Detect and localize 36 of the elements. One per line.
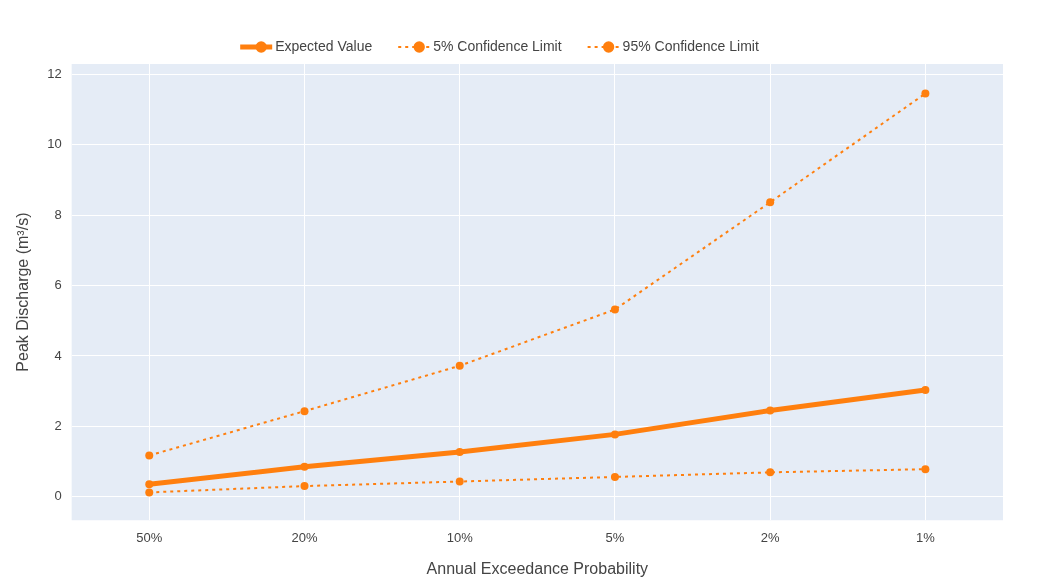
x-tick-label: 2% bbox=[760, 529, 780, 545]
y-tick-label: 4 bbox=[54, 347, 62, 363]
legend-label: 95% Confidence Limit bbox=[622, 37, 759, 54]
point bbox=[300, 482, 309, 491]
x-tick-label: 1% bbox=[915, 529, 936, 545]
x-tick-label: 20% bbox=[291, 529, 318, 545]
y-axis-title: Peak Discharge (m³/s) bbox=[14, 212, 32, 372]
x-tick-label: 10% bbox=[446, 529, 474, 545]
point bbox=[766, 468, 775, 477]
y-tick-label: 12 bbox=[47, 66, 62, 82]
point bbox=[145, 488, 154, 497]
point bbox=[921, 465, 930, 474]
point bbox=[145, 480, 154, 489]
y-tick-label: 10 bbox=[47, 136, 62, 152]
point bbox=[455, 361, 464, 370]
y-tick-label: 6 bbox=[54, 277, 62, 293]
point bbox=[610, 430, 619, 439]
point bbox=[766, 198, 775, 207]
x-tick-label: 50% bbox=[136, 529, 163, 545]
point bbox=[145, 451, 154, 460]
legend-label: 5% Confidence Limit bbox=[433, 37, 562, 54]
y-tick-label: 0 bbox=[54, 488, 62, 504]
point bbox=[300, 462, 309, 471]
point bbox=[455, 477, 464, 486]
point bbox=[610, 472, 619, 481]
x-tick-label: 5% bbox=[605, 529, 625, 545]
x-axis-title: Annual Exceedance Probability bbox=[426, 559, 649, 577]
y-tick-label: 2 bbox=[54, 417, 62, 433]
legend-label: Expected Value bbox=[275, 37, 373, 54]
point bbox=[921, 89, 930, 98]
y-tick-label: 8 bbox=[54, 206, 62, 222]
point bbox=[455, 447, 464, 456]
point bbox=[300, 407, 309, 416]
point bbox=[610, 305, 619, 314]
point bbox=[766, 406, 775, 415]
point bbox=[921, 386, 930, 395]
